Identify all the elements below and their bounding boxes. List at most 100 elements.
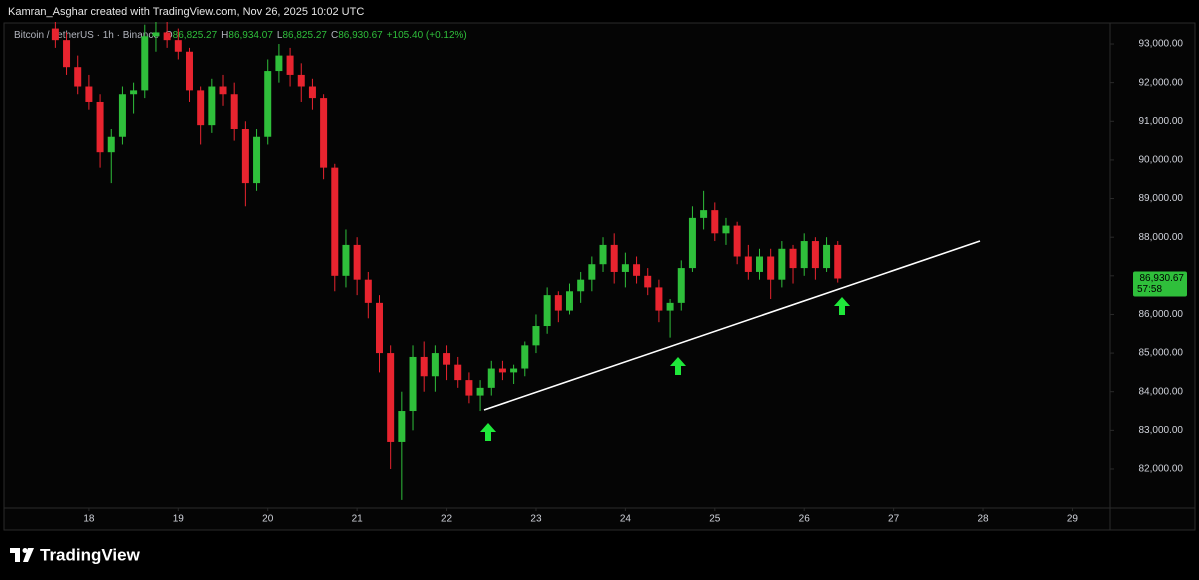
candle-body (755, 256, 763, 272)
candle-body (677, 268, 685, 303)
legend-change: +105.40 (+0.12%) (387, 30, 467, 41)
last-price-box (1133, 271, 1187, 297)
x-tick-label: 19 (173, 514, 185, 525)
legend-value: 86,825.27 (173, 30, 218, 41)
arrows (480, 297, 850, 441)
candle-body (197, 90, 205, 126)
candle-body (666, 302, 674, 311)
x-tick-label: 28 (977, 514, 989, 525)
candle-body (800, 241, 808, 269)
candle-body (621, 264, 629, 272)
y-tick-label: 83,000.00 (1139, 425, 1184, 436)
candle-body (521, 345, 529, 369)
candle-body (688, 217, 696, 269)
candle-body (610, 244, 618, 272)
candle-body (476, 387, 484, 396)
candle-body (275, 55, 283, 72)
candle-body (834, 244, 842, 279)
y-tick-label: 89,000.00 (1139, 193, 1184, 204)
candle-body (219, 86, 227, 95)
candle-body (364, 279, 372, 303)
candle-body (375, 302, 383, 354)
candle-body (107, 136, 115, 153)
legend-value: 86,825.27 (282, 30, 327, 41)
candle-body (208, 86, 216, 126)
candle-body (811, 241, 819, 269)
x-tick-label: 21 (352, 514, 364, 525)
candle-body (487, 368, 495, 388)
candle-body (823, 244, 831, 269)
candle-body (308, 86, 316, 99)
candle-body (465, 380, 473, 396)
y-tick-label: 91,000.00 (1139, 116, 1184, 127)
candle-body (130, 90, 138, 95)
y-tick-label: 86,000.00 (1139, 309, 1184, 320)
x-tick-label: 22 (441, 514, 453, 525)
y-tick-label: 93,000.00 (1139, 39, 1184, 50)
y-tick-label: 90,000.00 (1139, 155, 1184, 166)
candle-body (431, 353, 439, 377)
candle-body (700, 210, 708, 218)
y-tick-label: 84,000.00 (1139, 386, 1184, 397)
candle-body (543, 295, 551, 327)
candle-body (744, 256, 752, 272)
x-tick-label: 24 (620, 514, 632, 525)
candle-body (74, 67, 82, 87)
legend: Bitcoin / TetherUS · 1h · BinanceO86,825… (14, 30, 467, 41)
logo (10, 548, 34, 562)
candle-body (387, 353, 395, 442)
candle-body (253, 136, 261, 184)
candle-body (51, 28, 59, 41)
candle-body (767, 256, 775, 280)
candle-body (733, 225, 741, 257)
candle-body (118, 94, 126, 137)
candle-body (141, 36, 149, 91)
candle-body (789, 248, 797, 269)
x-tick-label: 26 (799, 514, 811, 525)
y-tick-label: 88,000.00 (1139, 232, 1184, 243)
candle-body (185, 51, 193, 91)
candle-body (152, 32, 160, 37)
candle-body (420, 356, 428, 377)
candle-body (711, 210, 719, 234)
candle-body (510, 368, 518, 373)
candle-body (633, 264, 641, 276)
candle-body (443, 353, 451, 365)
logo-mark (10, 548, 34, 562)
candle-body (264, 71, 272, 137)
candle-body (342, 244, 350, 276)
x-tick-label: 23 (530, 514, 542, 525)
candle-body (96, 101, 104, 153)
chart-panel (3, 22, 1196, 531)
candle-body (454, 364, 462, 381)
legend-key: L (277, 30, 283, 41)
legend-key: C (331, 30, 338, 41)
logo-dot (22, 548, 28, 553)
candle-body (498, 368, 506, 373)
candle-body (532, 326, 540, 346)
candle-body (331, 167, 339, 276)
x-tick-label: 27 (888, 514, 900, 525)
candle-body (353, 244, 361, 280)
symbol-title: Bitcoin / TetherUS · 1h · Binance (14, 30, 159, 41)
candle-body (554, 295, 562, 311)
candle-body (85, 86, 93, 102)
x-tick-label: 25 (709, 514, 721, 525)
caption: Kamran_Asghar created with TradingView.c… (8, 6, 364, 18)
x-tick-label: 29 (1067, 514, 1079, 525)
candle-body (174, 40, 182, 52)
last-price-label: 86,930.67 (1140, 273, 1185, 284)
countdown: 57:58 (1137, 284, 1162, 295)
legend-key: H (221, 30, 228, 41)
candle-body (722, 225, 730, 234)
brand: TradingView (40, 545, 141, 564)
x-tick-label: 18 (83, 514, 95, 525)
trend-line (483, 240, 981, 411)
legend-value: 86,930.67 (338, 30, 383, 41)
candle-body (599, 244, 607, 265)
candle-body (655, 287, 663, 311)
up-arrow (834, 297, 850, 315)
y-tick-label: 82,000.00 (1139, 464, 1184, 475)
y-tick-label: 85,000.00 (1139, 348, 1184, 359)
